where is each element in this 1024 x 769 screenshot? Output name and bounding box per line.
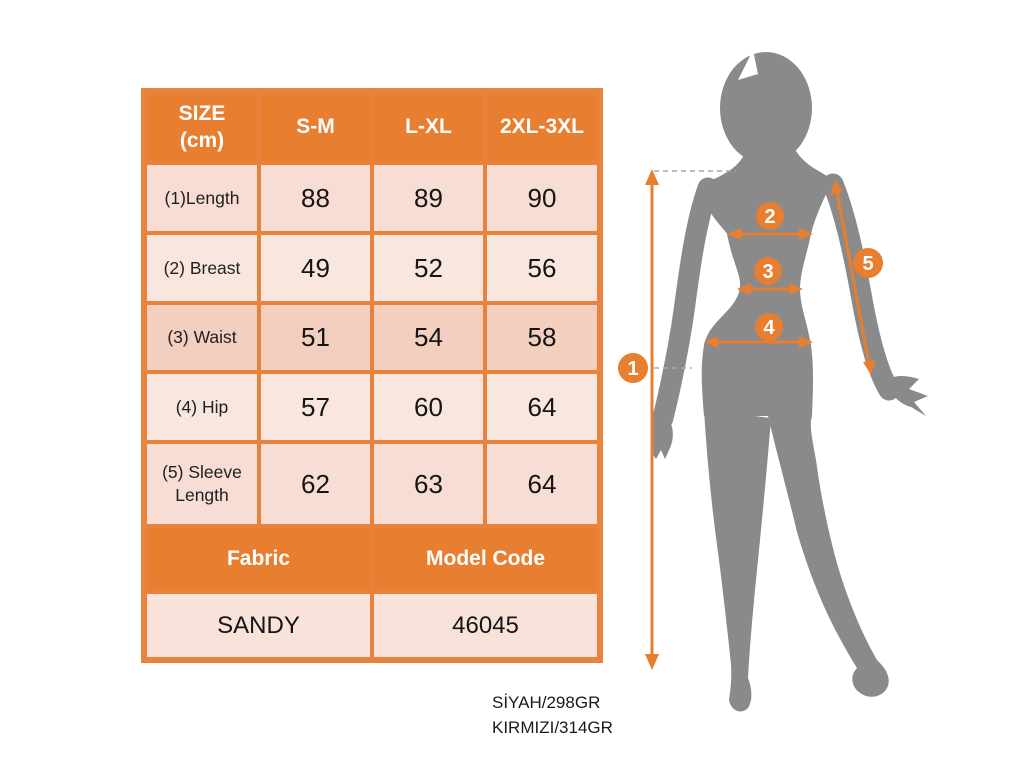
- svg-text:5: 5: [862, 253, 873, 275]
- body-silhouette-diagram: 1 2 3 4 5: [618, 50, 928, 712]
- value-cell: 51: [257, 301, 374, 374]
- table-row-waist: (3) Waist 51 54 58: [142, 301, 602, 374]
- model-code-value: 46045: [370, 590, 602, 662]
- measurement-figure: 1 2 3 4 5: [600, 20, 940, 762]
- measure-arrow-hip: [704, 336, 813, 348]
- table-row-hip: (4) Hip 57 60 64: [142, 370, 602, 444]
- value-cell: 60: [370, 370, 487, 444]
- weight-notes: SİYAH/298GR KIRMIZI/314GR: [492, 691, 613, 740]
- col-header-2xl3xl: 2XL-3XL: [483, 89, 602, 165]
- fabric-header: Fabric: [142, 524, 374, 594]
- table-header-row: SIZE (cm) S-M L-XL 2XL-3XL: [142, 89, 602, 165]
- svg-text:4: 4: [763, 317, 775, 339]
- value-cell: 58: [483, 301, 602, 374]
- marker-5: 5: [853, 248, 883, 278]
- measure-arrow-sleeve: [830, 180, 876, 375]
- measure-arrow-breast: [727, 228, 813, 240]
- row-label: (2) Breast: [142, 231, 261, 305]
- value-cell: 63: [370, 440, 487, 528]
- value-cell: 64: [483, 370, 602, 444]
- value-cell: 90: [483, 161, 602, 235]
- measure-arrow-length: [645, 169, 659, 670]
- table-footer-header-row: Fabric Model Code: [142, 524, 602, 594]
- size-header-line2: (cm): [179, 128, 225, 152]
- marker-2: 2: [756, 202, 784, 230]
- weight-note-black: SİYAH/298GR: [492, 693, 601, 712]
- value-cell: 54: [370, 301, 487, 374]
- value-cell: 88: [257, 161, 374, 235]
- table-row-sleeve-length: (5) Sleeve Length 62 63 64: [142, 440, 602, 528]
- svg-text:2: 2: [764, 206, 775, 228]
- svg-text:1: 1: [627, 358, 638, 380]
- model-code-header: Model Code: [370, 524, 602, 594]
- table-row-breast: (2) Breast 49 52 56: [142, 231, 602, 305]
- value-cell: 64: [483, 440, 602, 528]
- woman-silhouette: [650, 50, 928, 712]
- value-cell: 56: [483, 231, 602, 305]
- size-table: SIZE (cm) S-M L-XL 2XL-3XL (1)Length 88 …: [141, 88, 603, 663]
- marker-4: 4: [755, 313, 783, 341]
- fabric-value: SANDY: [142, 590, 374, 662]
- col-header-sm: S-M: [257, 89, 374, 165]
- value-cell: 57: [257, 370, 374, 444]
- row-label: (5) Sleeve Length: [142, 440, 261, 528]
- row-label: (3) Waist: [142, 301, 261, 374]
- value-cell: 89: [370, 161, 487, 235]
- row-label: (1)Length: [142, 161, 261, 235]
- size-cm-header: SIZE (cm): [142, 89, 261, 165]
- marker-1: 1: [618, 353, 648, 383]
- table-row-length: (1)Length 88 89 90: [142, 161, 602, 235]
- table-footer-value-row: SANDY 46045: [142, 590, 602, 662]
- measure-arrow-waist: [737, 283, 803, 295]
- value-cell: 49: [257, 231, 374, 305]
- svg-text:3: 3: [762, 261, 773, 283]
- value-cell: 62: [257, 440, 374, 528]
- weight-note-red: KIRMIZI/314GR: [492, 717, 613, 737]
- marker-3: 3: [754, 257, 782, 285]
- size-header-line1: SIZE: [178, 102, 226, 126]
- row-label: (4) Hip: [142, 370, 261, 444]
- col-header-lxl: L-XL: [370, 89, 487, 165]
- value-cell: 52: [370, 231, 487, 305]
